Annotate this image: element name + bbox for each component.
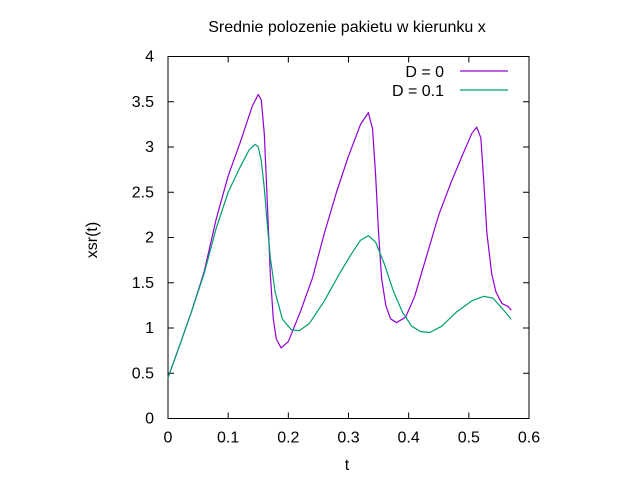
legend: D = 0 D = 0.1 bbox=[392, 64, 508, 100]
legend-label-1: D = 0.1 bbox=[392, 83, 444, 100]
x-tick-label: 0.3 bbox=[337, 430, 359, 447]
y-axis-label: xsr(t) bbox=[84, 222, 101, 258]
x-tick-label: 0.6 bbox=[518, 430, 540, 447]
x-tick-label: 0.2 bbox=[277, 430, 299, 447]
y-tick-label: 2.5 bbox=[132, 184, 154, 201]
y-tick-label: 3 bbox=[145, 139, 154, 156]
x-tick-label: 0 bbox=[164, 430, 173, 447]
legend-label-0: D = 0 bbox=[405, 64, 444, 81]
y-tick-label: 1 bbox=[145, 320, 154, 337]
y-tick-label: 0.5 bbox=[132, 365, 154, 382]
plot-frame bbox=[167, 56, 530, 419]
chart-title: Srednie polozenie pakietu w kierunku x bbox=[208, 19, 486, 36]
x-axis-label: t bbox=[345, 457, 350, 474]
y-tick-label: 2 bbox=[145, 230, 154, 247]
series-lines bbox=[167, 93, 512, 379]
y-tick-label: 3.5 bbox=[132, 94, 154, 111]
series-line-0 bbox=[167, 93, 512, 379]
series-line-1 bbox=[167, 143, 512, 379]
x-tick-label: 0.5 bbox=[458, 430, 480, 447]
x-tick-label: 0.4 bbox=[398, 430, 420, 447]
y-tick-label: 4 bbox=[145, 49, 154, 66]
axis-ticks bbox=[167, 56, 530, 419]
x-tick-label: 0.1 bbox=[217, 430, 239, 447]
y-tick-label: 1.5 bbox=[132, 275, 154, 292]
y-tick-label: 0 bbox=[145, 411, 154, 428]
tick-labels: 0 0.1 0.2 0.3 0.4 0.5 0.6 0 0.5 1 1.5 2 2.5 3 3.5 4 bbox=[132, 49, 540, 447]
